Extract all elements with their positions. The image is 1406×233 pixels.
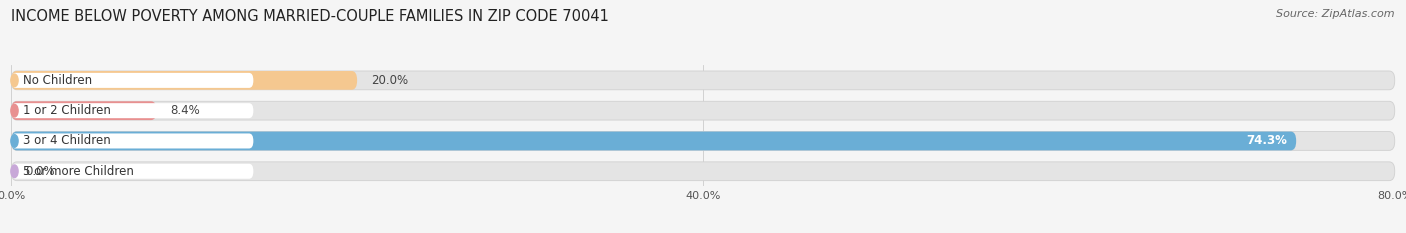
FancyBboxPatch shape — [11, 101, 1395, 120]
Text: 3 or 4 Children: 3 or 4 Children — [22, 134, 111, 147]
Text: 1 or 2 Children: 1 or 2 Children — [22, 104, 111, 117]
Text: 74.3%: 74.3% — [1247, 134, 1288, 147]
FancyBboxPatch shape — [11, 132, 1296, 150]
FancyBboxPatch shape — [11, 73, 253, 88]
Circle shape — [11, 74, 18, 87]
Circle shape — [11, 135, 18, 147]
Text: Source: ZipAtlas.com: Source: ZipAtlas.com — [1277, 9, 1395, 19]
FancyBboxPatch shape — [11, 134, 253, 148]
FancyBboxPatch shape — [11, 164, 253, 179]
Text: 20.0%: 20.0% — [371, 74, 408, 87]
FancyBboxPatch shape — [11, 132, 1395, 150]
Text: 8.4%: 8.4% — [170, 104, 200, 117]
FancyBboxPatch shape — [11, 162, 1395, 181]
Text: INCOME BELOW POVERTY AMONG MARRIED-COUPLE FAMILIES IN ZIP CODE 70041: INCOME BELOW POVERTY AMONG MARRIED-COUPL… — [11, 9, 609, 24]
FancyBboxPatch shape — [11, 101, 156, 120]
FancyBboxPatch shape — [11, 71, 357, 90]
Circle shape — [11, 104, 18, 117]
FancyBboxPatch shape — [11, 71, 1395, 90]
Circle shape — [11, 165, 18, 178]
FancyBboxPatch shape — [11, 103, 253, 118]
Text: No Children: No Children — [22, 74, 91, 87]
Text: 5 or more Children: 5 or more Children — [22, 165, 134, 178]
Text: 0.0%: 0.0% — [25, 165, 55, 178]
